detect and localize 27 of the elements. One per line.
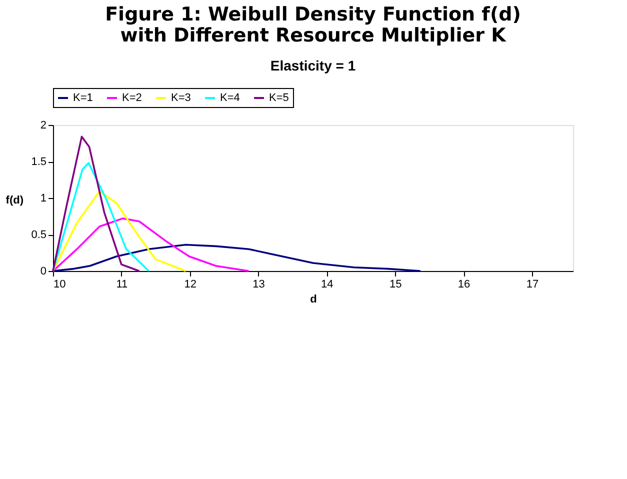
y-tick-label: 0.5 bbox=[31, 229, 46, 241]
legend-label: K=4 bbox=[220, 92, 240, 104]
y-tick-label: 1.5 bbox=[31, 156, 46, 168]
y-tick-label: 1 bbox=[40, 192, 46, 204]
x-tick-label: 13 bbox=[252, 278, 265, 290]
line-series bbox=[52, 162, 150, 272]
x-tick-label: 16 bbox=[458, 278, 470, 290]
legend-label: K=2 bbox=[122, 92, 142, 104]
legend-label: K=1 bbox=[73, 92, 93, 104]
x-tick-label: 12 bbox=[184, 278, 196, 290]
y-axis-title: f(d) bbox=[6, 194, 24, 206]
legend-label: K=5 bbox=[269, 92, 289, 104]
x-tick-label: 15 bbox=[389, 278, 402, 290]
x-tick-label: 11 bbox=[116, 278, 128, 290]
chart-title: Figure 1: Weibull Density Function f(d) with Different Resource Multiplier K bbox=[105, 4, 521, 46]
line-series bbox=[52, 190, 187, 272]
x-axis-title: d bbox=[310, 294, 317, 306]
chart-subtitle: Elasticity = 1 bbox=[270, 58, 356, 74]
line-series bbox=[52, 218, 250, 272]
line-series bbox=[52, 136, 140, 272]
legend-label: K=3 bbox=[171, 92, 191, 104]
x-tick-label: 10 bbox=[54, 278, 66, 290]
x-tick-label: 17 bbox=[526, 278, 539, 290]
x-tick-label: 14 bbox=[321, 278, 334, 290]
y-tick-label: 0 bbox=[40, 266, 46, 278]
line-series bbox=[52, 244, 422, 272]
y-tick-label: 2 bbox=[40, 120, 46, 132]
